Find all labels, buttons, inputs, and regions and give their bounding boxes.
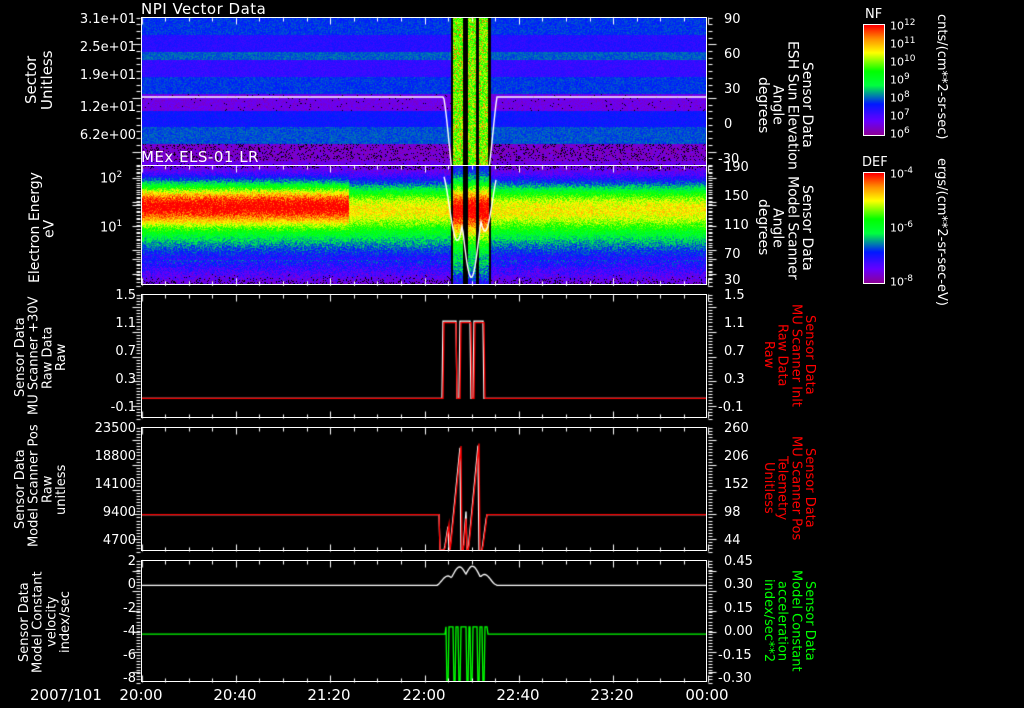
ytick: 0 (724, 117, 733, 132)
ytick: 44 (724, 533, 741, 548)
colorbar-1-units: ergs/(cm**2-sr-sec-eV) (934, 158, 949, 306)
ytick: -2 (123, 601, 136, 616)
ytick: -0.15 (718, 648, 752, 663)
colorbar-0-name: NF (865, 7, 883, 22)
panel-3-ylabel-left: Sensor Data Model Scanner Pos Raw unitle… (13, 424, 69, 547)
ytick: 102 (100, 170, 123, 187)
ytick: -6 (123, 648, 136, 663)
panel-0-title: NPI Vector Data (141, 0, 267, 18)
ytick: -0.1 (718, 400, 744, 415)
ytick: 30 (724, 273, 741, 288)
panel-1-plot[interactable] (141, 165, 707, 285)
ytick: 1.9e+01 (79, 68, 136, 83)
xtick: 21:20 (307, 686, 351, 704)
ytick: 14100 (94, 477, 136, 492)
ytick: 1.2e+01 (79, 100, 136, 115)
cbar-tick: 1012 (890, 18, 916, 33)
ytick: 0.45 (724, 554, 753, 569)
ytick: 2.5e+01 (79, 40, 136, 55)
ytick: 0.15 (724, 601, 753, 616)
cbar-tick: 108 (890, 90, 910, 105)
xtick: 23:20 (590, 686, 634, 704)
ytick: 1.1 (724, 316, 745, 331)
ytick: -8 (123, 671, 136, 686)
ytick: 101 (100, 219, 123, 236)
ytick: 190 (724, 160, 749, 175)
cbar-tick: 10-8 (890, 274, 913, 289)
panel-2-plot[interactable] (141, 294, 707, 418)
ytick: 9400 (102, 505, 136, 520)
ytick: 18800 (94, 449, 136, 464)
ytick: 0 (127, 577, 136, 592)
ytick: 3.1e+01 (79, 12, 136, 27)
ytick: 90 (724, 12, 741, 27)
xtick: 20:40 (213, 686, 257, 704)
ytick: 0.00 (724, 624, 753, 639)
ytick: 6.2e+00 (79, 128, 136, 143)
panel-2-ylabel-right: Sensor Data MU Scanner Inlt Raw Data Raw (761, 303, 817, 407)
panel-4-ylabel-left: Sensor Data Model Constant velocity inde… (17, 571, 73, 673)
ytick: -0.30 (718, 671, 752, 686)
colorbar-0[interactable] (863, 24, 885, 136)
ytick: 30 (724, 82, 741, 97)
xtick: 22:00 (402, 686, 446, 704)
ytick: 152 (724, 477, 749, 492)
panel-4-plot[interactable] (141, 560, 707, 682)
ytick: 2 (127, 554, 136, 569)
ytick: 0.7 (724, 344, 745, 359)
panel-3-plot[interactable] (141, 427, 707, 551)
ytick: -4 (123, 624, 136, 639)
ytick: 150 (724, 189, 749, 204)
cbar-tick: 107 (890, 108, 910, 123)
panel-3-ylabel-right: Sensor Data MU Scanner Pos Telemetry Uni… (761, 435, 817, 541)
panel-1-title: MEx ELS-01 LR (141, 148, 259, 166)
colorbar-1[interactable] (863, 172, 885, 284)
panel-0-ylabel-left: Sector Unitless (22, 50, 56, 110)
ytick: 206 (724, 449, 749, 464)
panel-2-ylabel-left: Sensor Data MU Scanner +30V Raw Data Raw (13, 296, 69, 415)
ytick: 23500 (94, 421, 136, 436)
ytick: 0.3 (115, 372, 136, 387)
xtick: 22:40 (496, 686, 540, 704)
ytick: 70 (724, 247, 741, 262)
ytick: 1.5 (724, 288, 745, 303)
ytick: -0.1 (110, 400, 136, 415)
xtick: 20:00 (119, 686, 163, 704)
cbar-tick: 1010 (890, 54, 916, 69)
ytick: 98 (724, 505, 741, 520)
ytick: 0.7 (115, 344, 136, 359)
cbar-tick: 10-4 (890, 166, 913, 181)
cbar-tick: 106 (890, 126, 910, 141)
ytick: 0.30 (724, 577, 753, 592)
colorbar-1-name: DEF (862, 155, 888, 170)
ytick: 0.3 (724, 372, 745, 387)
ytick: 4700 (102, 533, 136, 548)
cbar-tick: 10-6 (890, 220, 913, 235)
ytick: 1.5 (115, 288, 136, 303)
panel-1-ylabel-right: Sensor Data Model Scanner Angle degrees (754, 175, 815, 280)
cbar-tick: 109 (890, 72, 910, 87)
xtick: 00:00 (685, 686, 729, 704)
cbar-tick: 1011 (890, 36, 916, 51)
ytick: 60 (724, 47, 741, 62)
panel-4-ylabel-right: Sensor Data Model Constant acceleration … (761, 570, 817, 672)
ytick: 260 (724, 421, 749, 436)
ytick: 110 (724, 218, 749, 233)
ytick: 1.1 (115, 316, 136, 331)
colorbar-0-units: cnts/(cm**2-sr-sec) (934, 14, 949, 140)
panel-1-ylabel-left: Electron Energy eV (27, 172, 58, 283)
